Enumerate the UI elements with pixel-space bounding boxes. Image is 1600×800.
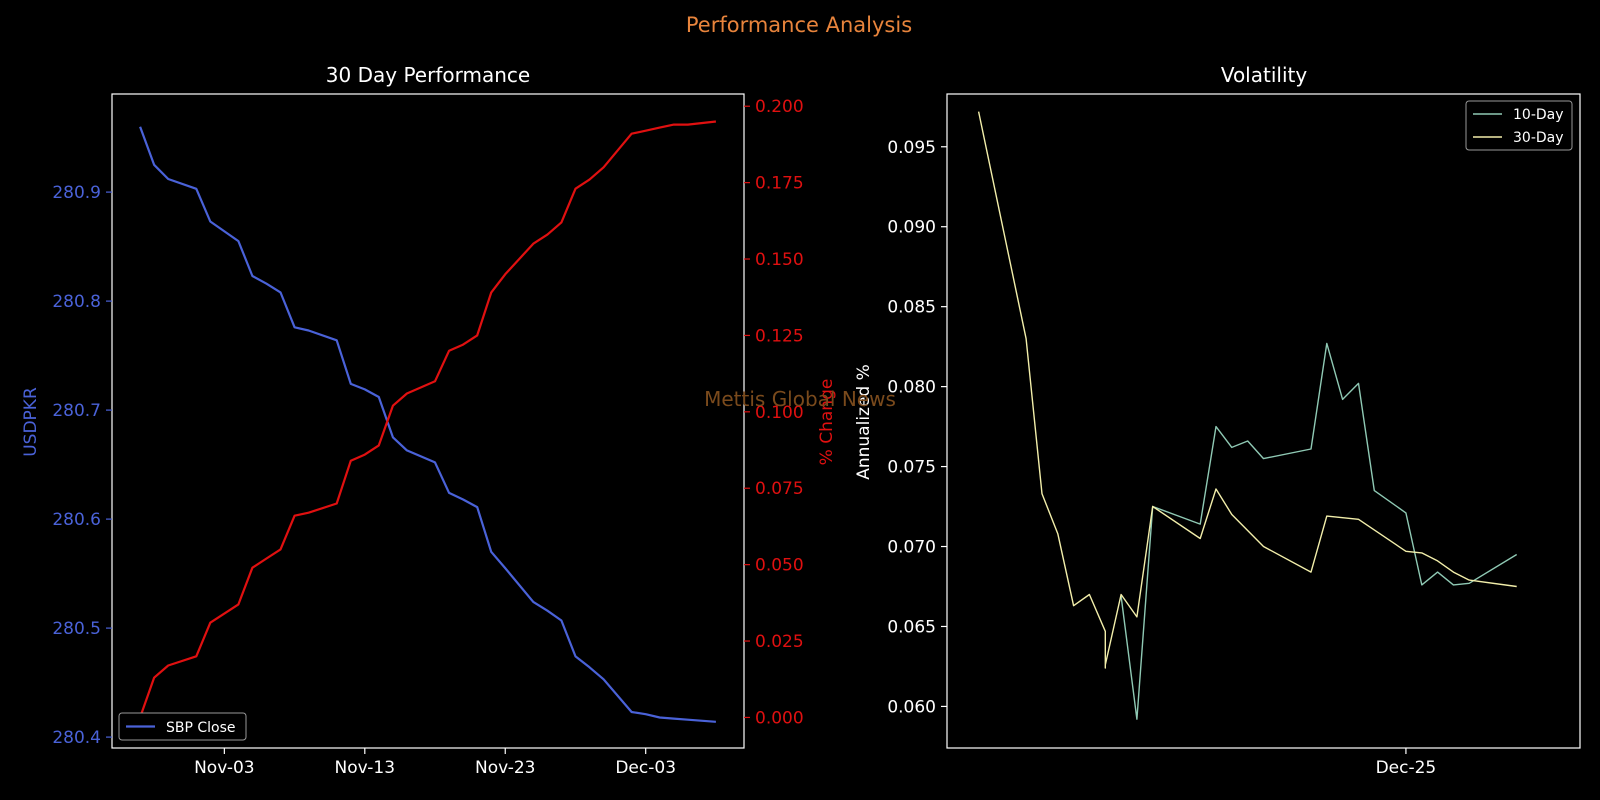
y-tick-label: 0.075 xyxy=(887,458,936,478)
y2-tick-label: 0.100 xyxy=(755,403,804,423)
legend-box xyxy=(118,712,247,741)
y-tick-label: 0.070 xyxy=(887,538,936,558)
performance-y2-axis-label: % Change xyxy=(817,379,837,466)
y-tick-label: 280.8 xyxy=(52,292,101,312)
legend-label-10-day: 10-Day xyxy=(1513,107,1564,123)
y-tick-label: 0.065 xyxy=(887,617,936,637)
price-line xyxy=(139,126,716,723)
volatility-frame xyxy=(946,93,1581,749)
y2-tick-label: 0.050 xyxy=(755,556,804,576)
performance-legend: SBP Close xyxy=(118,712,247,741)
y-tick-label: 0.090 xyxy=(887,218,936,238)
y-tick-label: 0.085 xyxy=(887,298,936,318)
x-tick-label: Nov-23 xyxy=(475,758,536,778)
y-tick-label: 280.4 xyxy=(52,728,101,748)
y2-tick-label: 0.200 xyxy=(755,97,804,117)
ten-day-volatility-line xyxy=(1120,342,1518,720)
pct-change-line xyxy=(139,120,717,718)
performance-chart: 30 Day Performance USDPKR % Change Nov-0… xyxy=(21,63,837,778)
x-tick-label: Dec-25 xyxy=(1376,758,1437,778)
y-tick-label: 280.5 xyxy=(52,619,101,639)
volatility-chart: Volatility Annualized % Dec-25 0.060 0.065… xyxy=(854,63,1581,778)
performance-chart-title: 30 Day Performance xyxy=(326,63,530,87)
y2-tick-label: 0.000 xyxy=(755,708,804,728)
y-tick-label: 0.095 xyxy=(887,138,936,158)
legend-box xyxy=(1465,100,1573,151)
legend-label-sbp-close: SBP Close xyxy=(166,720,236,736)
y2-tick-label: 0.175 xyxy=(755,174,804,194)
x-tick-label: Nov-03 xyxy=(194,758,255,778)
x-tick-label: Nov-13 xyxy=(335,758,396,778)
volatility-legend: 10-Day 30-Day xyxy=(1465,100,1573,151)
y2-tick-label: 0.150 xyxy=(755,250,804,270)
volatility-y-axis-label: Annualized % xyxy=(854,364,874,480)
figure-title: Performance Analysis xyxy=(686,13,912,37)
performance-y-axis-label: USDPKR xyxy=(21,387,41,457)
watermark-text: Mettis Global News xyxy=(704,387,896,411)
y2-tick-label: 0.025 xyxy=(755,632,804,652)
volatility-chart-title: Volatility xyxy=(1221,63,1308,87)
y-tick-label: 0.060 xyxy=(887,697,936,717)
thirty-day-volatility-line xyxy=(977,111,1517,669)
y2-tick-label: 0.075 xyxy=(755,479,804,499)
y-tick-label: 280.7 xyxy=(52,401,101,421)
x-tick-label: Dec-03 xyxy=(615,758,676,778)
performance-frame xyxy=(111,93,745,749)
y-tick-label: 0.080 xyxy=(887,378,936,398)
y-tick-label: 280.6 xyxy=(52,510,101,530)
y-tick-label: 280.9 xyxy=(52,183,101,203)
legend-label-30-day: 30-Day xyxy=(1513,130,1564,146)
y2-tick-label: 0.125 xyxy=(755,326,804,346)
